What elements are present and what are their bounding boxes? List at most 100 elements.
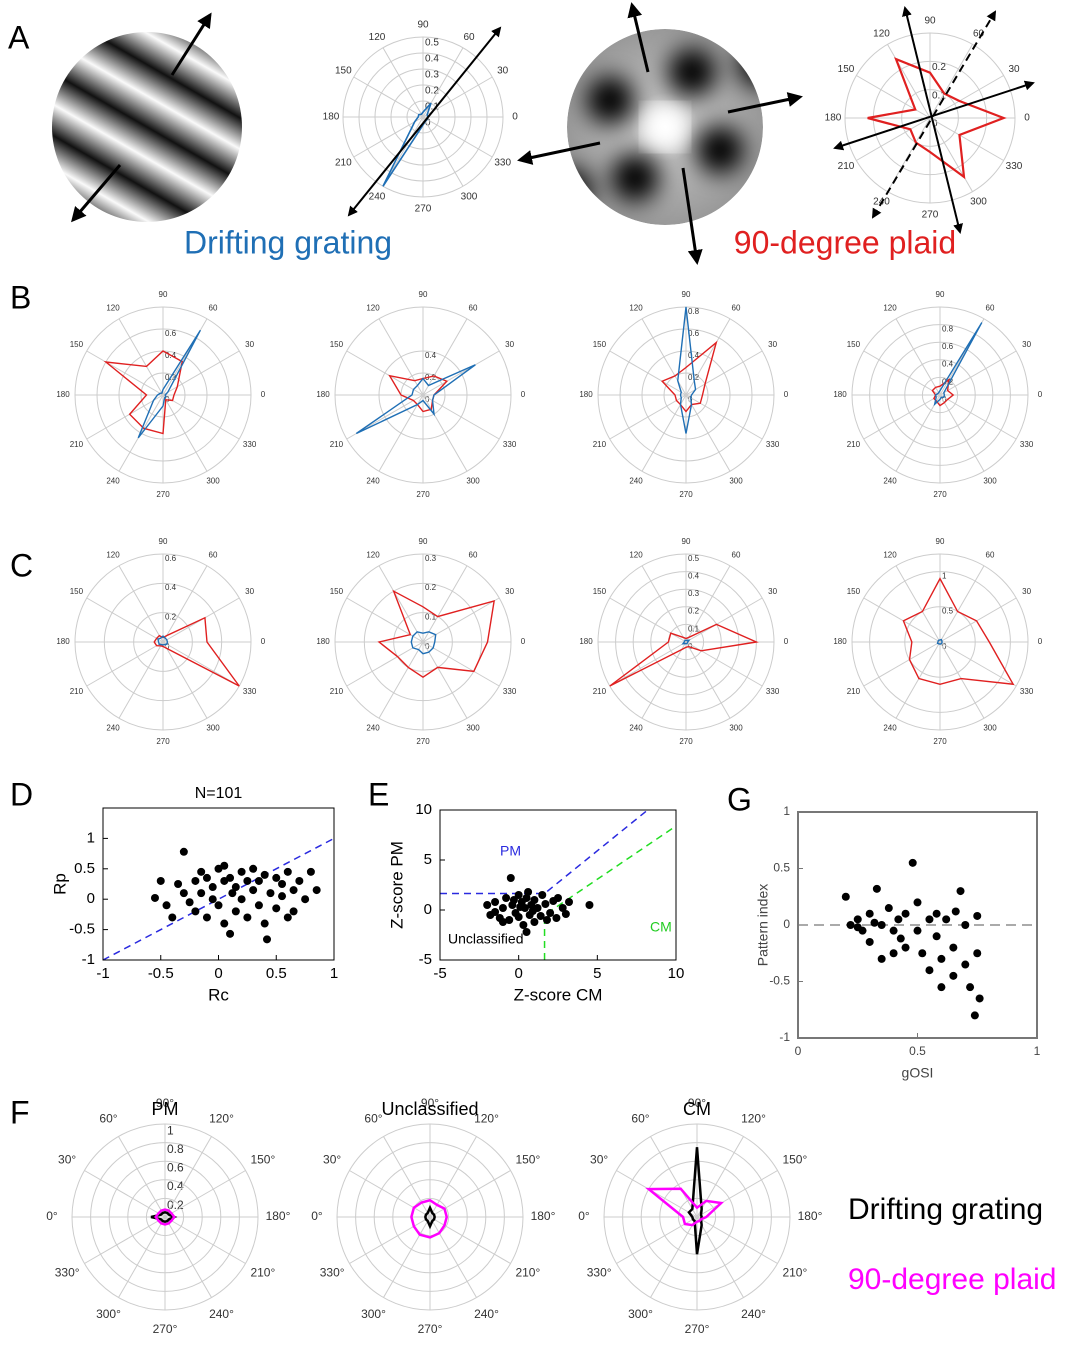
point: [284, 913, 292, 921]
angle-label: 120: [629, 551, 643, 560]
angle-label: 240: [629, 477, 643, 486]
angle-label: 30: [1022, 587, 1031, 596]
angle-label: 30°: [58, 1153, 76, 1167]
angle-label: 30: [768, 340, 777, 349]
point: [530, 918, 538, 926]
point: [499, 904, 507, 912]
r-tick-label: 0.4: [167, 1179, 184, 1193]
point: [168, 913, 176, 921]
angle-label: 330: [503, 687, 517, 696]
angle-label: 270: [156, 737, 170, 746]
point: [261, 871, 269, 879]
x-tick-label: 1: [1034, 1044, 1041, 1058]
point: [180, 889, 188, 897]
point: [543, 916, 551, 924]
y-tick-label: 0.5: [74, 860, 95, 877]
angle-label: 210°: [250, 1266, 275, 1280]
angle-label: 210: [593, 440, 607, 449]
angle-label: 90: [936, 290, 945, 299]
angle-label: 210: [847, 440, 861, 449]
point: [243, 913, 251, 921]
angle-label: 330: [1006, 161, 1023, 172]
x-tick-label: -0.5: [148, 965, 174, 982]
point: [507, 874, 515, 882]
angle-label: 270°: [685, 1322, 710, 1336]
point: [491, 908, 499, 916]
angle-label: 300: [970, 197, 987, 208]
angle-label: 330°: [55, 1266, 80, 1280]
angle-label: 0°: [311, 1209, 323, 1223]
angle-label: 210: [330, 687, 344, 696]
point: [232, 883, 240, 891]
point: [515, 913, 523, 921]
angle-label: 150: [70, 587, 84, 596]
point: [226, 930, 234, 938]
point: [174, 880, 182, 888]
y-tick-label: 0: [87, 890, 95, 907]
angle-label: 300: [729, 724, 743, 733]
point: [238, 895, 246, 903]
angle-label: 300: [461, 191, 478, 202]
angle-label: 300: [206, 724, 220, 733]
angle-label: 150°: [250, 1153, 275, 1167]
point: [546, 909, 554, 917]
point: [942, 915, 950, 923]
point: [272, 904, 280, 912]
angle-label: 240: [106, 724, 120, 733]
angle-label: 60°: [631, 1111, 649, 1125]
angle-label: 330°: [320, 1266, 345, 1280]
y-tick-label: 0: [424, 901, 432, 918]
y-tick-label: 5: [424, 851, 432, 868]
point: [854, 915, 862, 923]
angle-label: 330: [766, 687, 780, 696]
angle-label: 300: [983, 724, 997, 733]
x-axis-label: gOSI: [902, 1065, 934, 1081]
point: [909, 859, 917, 867]
angle-label: 90: [682, 537, 691, 546]
r-tick-label: 0.8: [167, 1142, 184, 1156]
angle-label: 330: [503, 440, 517, 449]
point: [914, 927, 922, 935]
point: [519, 921, 527, 929]
point: [966, 983, 974, 991]
angle-label: 270: [679, 490, 693, 499]
angle-label: 30: [1022, 340, 1031, 349]
angle-label: 60: [732, 551, 741, 560]
r-tick-label: 1: [942, 572, 947, 581]
point: [937, 955, 945, 963]
y-axis-label: Z-score PM: [387, 841, 406, 929]
point: [255, 877, 263, 885]
angle-label: 180°: [531, 1209, 556, 1223]
panel-label: A: [8, 19, 30, 55]
angle-label: 30°: [323, 1153, 341, 1167]
point: [290, 886, 298, 894]
y-tick-label: 1: [87, 829, 95, 846]
x-tick-label: 0.5: [909, 1044, 926, 1058]
point: [878, 921, 886, 929]
point: [554, 894, 562, 902]
point: [243, 877, 251, 885]
point: [973, 912, 981, 920]
point: [890, 927, 898, 935]
point: [937, 983, 945, 991]
angle-label: 150: [847, 587, 861, 596]
y-tick-label: 10: [415, 801, 432, 818]
r-tick-label: 0.4: [425, 54, 439, 65]
point: [530, 896, 538, 904]
x-tick-label: 1: [330, 965, 338, 982]
point: [523, 928, 531, 936]
angle-label: 210: [330, 440, 344, 449]
angle-label: 0: [261, 637, 266, 646]
angle-label: 120: [369, 32, 386, 43]
angle-label: 120: [106, 551, 120, 560]
angle-label: 60: [469, 304, 478, 313]
angle-label: 0: [521, 390, 526, 399]
r-tick-label: 1: [167, 1123, 174, 1137]
angle-label: 0: [784, 637, 789, 646]
y-tick-label: 0: [783, 917, 790, 931]
angle-label: 120: [366, 551, 380, 560]
point: [523, 894, 531, 902]
angle-label: 240°: [209, 1307, 234, 1321]
r-tick-label: 0.2: [425, 86, 439, 97]
point: [957, 887, 965, 895]
